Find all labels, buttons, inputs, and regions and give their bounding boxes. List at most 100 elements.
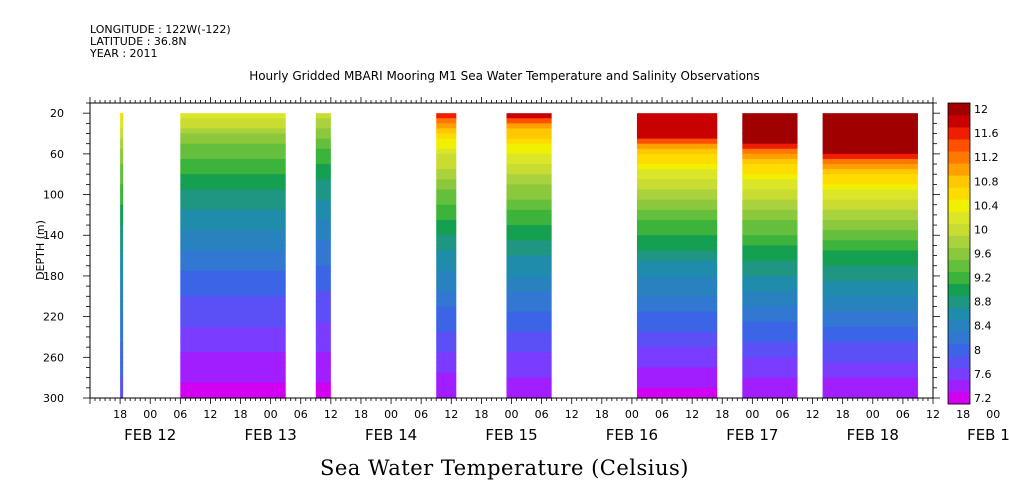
data-cell [636,148,718,155]
data-cell [822,387,918,394]
data-cell [120,128,124,135]
data-cell [315,347,331,353]
colorbar-label: 9.6 [974,248,992,261]
longitude-label: LONGITUDE : 122W(-122) [90,23,231,36]
data-cell [120,184,124,191]
data-cell [742,164,798,170]
data-cell [315,199,331,206]
data-cell [636,143,718,150]
data-cell [180,128,286,135]
data-cell [506,158,552,165]
colorbar-swatch [948,175,970,188]
data-cell [742,235,798,241]
data-cell [436,326,457,333]
data-cell [120,382,124,389]
data-cell [436,316,457,323]
x-day-label: FEB 12 [124,426,176,444]
data-cell [315,392,331,399]
data-cell [180,342,286,348]
data-cell [636,128,718,135]
x-tick-label: 12 [926,408,940,421]
data-blocks [120,113,918,399]
data-cell [120,214,124,221]
data-cell [742,377,798,384]
data-cell [180,214,286,221]
data-cell [120,123,124,130]
data-cell [315,158,331,165]
data-cell [436,164,457,170]
data-cell [506,326,552,333]
data-cell [822,286,918,292]
x-tick-label: 00 [143,408,157,421]
data-cell [506,199,552,206]
data-cell [120,169,124,175]
data-cell [506,250,552,257]
data-cell [822,362,918,369]
data-cell [120,372,124,379]
data-cell [120,219,124,226]
colorbar-label: 8 [974,344,981,357]
data-cell [742,138,798,145]
data-cell [120,357,124,363]
data-cell [180,265,286,272]
data-cell [315,326,331,333]
data-cell [636,387,718,394]
data-cell [636,209,718,216]
data-cell [315,372,331,379]
data-cell [822,138,918,145]
data-cell [120,138,124,145]
data-cell [506,113,552,119]
data-cell [822,214,918,221]
data-cell [315,164,331,170]
colorbar-swatch [948,103,970,116]
data-cell [822,123,918,130]
y-tick-label: 180 [43,270,64,283]
x-tick-label: 12 [444,408,458,421]
data-cell [180,250,286,257]
data-cell [506,347,552,353]
data-cell [742,321,798,328]
colorbar-swatch [948,115,970,128]
data-cell [436,123,457,130]
data-cell [506,362,552,369]
data-cell [436,336,457,343]
data-cell [506,367,552,374]
x-tick-label: 18 [474,408,488,421]
data-cell [436,118,457,124]
data-cell [506,336,552,343]
data-cell [822,250,918,257]
data-cell [636,174,718,180]
data-cell [742,214,798,221]
data-cell [822,153,918,160]
data-cell [636,113,718,119]
y-tick-labels: 20 60 100 140 180 220 260 300 [43,107,64,405]
data-cell [822,118,918,124]
data-cell [315,357,331,363]
data-cell [315,174,331,180]
data-cell [315,214,331,221]
data-cell [180,321,286,328]
colorbar: 12 11.6 11.2 10.8 10.4 10 9.6 9.2 8.8 8.4 8 7.6 7.2 [947,102,999,405]
data-cell [120,164,124,170]
data-cell [436,260,457,267]
data-cell [822,316,918,323]
data-cell [180,194,286,201]
data-cell [636,184,718,191]
year-label: YEAR : 2011 [90,47,158,60]
data-cell [636,296,718,302]
data-cell [180,372,286,379]
data-cell [506,286,552,292]
colorbar-swatch [948,295,970,309]
data-cell [636,316,718,323]
data-cell [636,357,718,363]
colorbar-swatch [948,151,970,164]
data-cell [506,118,552,124]
data-cell [436,133,457,140]
data-cell [742,255,798,262]
data-cell [822,357,918,363]
data-cell [506,123,552,130]
x-day-label: FEB 13 [245,426,297,444]
data-cell [506,184,552,191]
x-tick-label: 12 [806,408,820,421]
